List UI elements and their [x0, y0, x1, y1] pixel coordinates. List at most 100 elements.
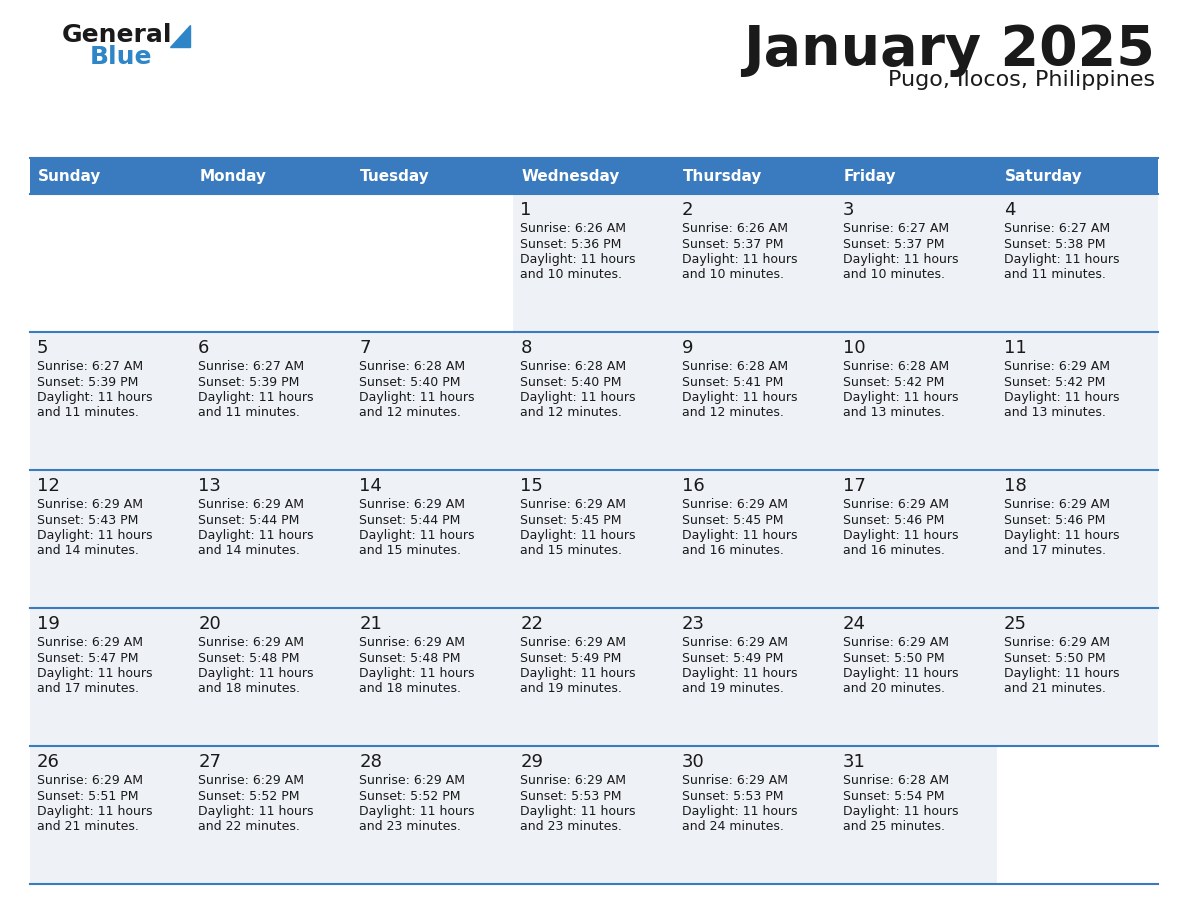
Text: Sunset: 5:48 PM: Sunset: 5:48 PM: [198, 652, 299, 665]
Text: and 15 minutes.: and 15 minutes.: [359, 544, 461, 557]
Text: Daylight: 11 hours: Daylight: 11 hours: [37, 667, 152, 680]
Text: Sunset: 5:47 PM: Sunset: 5:47 PM: [37, 652, 139, 665]
Text: Daylight: 11 hours: Daylight: 11 hours: [842, 391, 959, 404]
Text: Sunrise: 6:29 AM: Sunrise: 6:29 AM: [520, 636, 626, 649]
Text: Sunset: 5:39 PM: Sunset: 5:39 PM: [37, 375, 138, 388]
Text: and 10 minutes.: and 10 minutes.: [520, 268, 623, 282]
Text: Daylight: 11 hours: Daylight: 11 hours: [520, 391, 636, 404]
Text: Sunrise: 6:29 AM: Sunrise: 6:29 AM: [682, 498, 788, 511]
Bar: [675, 746, 835, 884]
Bar: [513, 332, 675, 470]
Text: Daylight: 11 hours: Daylight: 11 hours: [682, 805, 797, 818]
Text: Sunset: 5:48 PM: Sunset: 5:48 PM: [359, 652, 461, 665]
Bar: [997, 332, 1158, 470]
Bar: [675, 158, 835, 194]
Text: Sunset: 5:40 PM: Sunset: 5:40 PM: [520, 375, 623, 388]
Text: Sunrise: 6:29 AM: Sunrise: 6:29 AM: [359, 498, 466, 511]
Text: and 21 minutes.: and 21 minutes.: [1004, 682, 1106, 696]
Text: Daylight: 11 hours: Daylight: 11 hours: [198, 667, 314, 680]
Text: Daylight: 11 hours: Daylight: 11 hours: [359, 667, 475, 680]
Text: 29: 29: [520, 753, 543, 771]
Text: Sunset: 5:39 PM: Sunset: 5:39 PM: [198, 375, 299, 388]
Text: Daylight: 11 hours: Daylight: 11 hours: [37, 391, 152, 404]
Text: 20: 20: [198, 615, 221, 633]
Text: and 10 minutes.: and 10 minutes.: [842, 268, 944, 282]
Text: 22: 22: [520, 615, 543, 633]
Text: Daylight: 11 hours: Daylight: 11 hours: [1004, 529, 1119, 542]
Text: Daylight: 11 hours: Daylight: 11 hours: [1004, 391, 1119, 404]
Text: and 17 minutes.: and 17 minutes.: [37, 682, 139, 696]
Text: Sunrise: 6:29 AM: Sunrise: 6:29 AM: [37, 636, 143, 649]
Text: 8: 8: [520, 339, 532, 357]
Text: and 20 minutes.: and 20 minutes.: [842, 682, 944, 696]
Text: Sunset: 5:45 PM: Sunset: 5:45 PM: [682, 513, 783, 527]
Text: Sunset: 5:37 PM: Sunset: 5:37 PM: [842, 238, 944, 251]
Text: Sunset: 5:50 PM: Sunset: 5:50 PM: [842, 652, 944, 665]
Text: Daylight: 11 hours: Daylight: 11 hours: [198, 529, 314, 542]
Bar: [30, 608, 191, 746]
Bar: [191, 332, 353, 470]
Bar: [835, 158, 997, 194]
Text: and 22 minutes.: and 22 minutes.: [198, 821, 301, 834]
Text: and 13 minutes.: and 13 minutes.: [1004, 407, 1106, 420]
Bar: [353, 332, 513, 470]
Text: Sunset: 5:49 PM: Sunset: 5:49 PM: [520, 652, 621, 665]
Text: and 16 minutes.: and 16 minutes.: [682, 544, 783, 557]
Text: Daylight: 11 hours: Daylight: 11 hours: [198, 805, 314, 818]
Text: 18: 18: [1004, 477, 1026, 495]
Text: Sunset: 5:52 PM: Sunset: 5:52 PM: [198, 789, 299, 802]
Text: Sunrise: 6:29 AM: Sunrise: 6:29 AM: [198, 636, 304, 649]
Text: and 14 minutes.: and 14 minutes.: [37, 544, 139, 557]
Text: Sunrise: 6:28 AM: Sunrise: 6:28 AM: [842, 360, 949, 373]
Text: Daylight: 11 hours: Daylight: 11 hours: [359, 529, 475, 542]
Text: General: General: [62, 23, 172, 47]
Bar: [675, 194, 835, 332]
Bar: [513, 470, 675, 608]
Bar: [997, 194, 1158, 332]
Text: Sunrise: 6:29 AM: Sunrise: 6:29 AM: [842, 498, 949, 511]
Text: and 13 minutes.: and 13 minutes.: [842, 407, 944, 420]
Text: Sunrise: 6:26 AM: Sunrise: 6:26 AM: [682, 222, 788, 235]
Text: Sunrise: 6:29 AM: Sunrise: 6:29 AM: [1004, 498, 1110, 511]
Text: Sunset: 5:41 PM: Sunset: 5:41 PM: [682, 375, 783, 388]
Text: Sunrise: 6:29 AM: Sunrise: 6:29 AM: [682, 774, 788, 787]
Text: Sunrise: 6:26 AM: Sunrise: 6:26 AM: [520, 222, 626, 235]
Text: 11: 11: [1004, 339, 1026, 357]
Bar: [191, 746, 353, 884]
Bar: [997, 158, 1158, 194]
Text: Sunset: 5:44 PM: Sunset: 5:44 PM: [359, 513, 461, 527]
Text: 25: 25: [1004, 615, 1026, 633]
Text: Sunset: 5:52 PM: Sunset: 5:52 PM: [359, 789, 461, 802]
Bar: [30, 194, 191, 332]
Bar: [353, 746, 513, 884]
Text: and 16 minutes.: and 16 minutes.: [842, 544, 944, 557]
Bar: [353, 470, 513, 608]
Text: Daylight: 11 hours: Daylight: 11 hours: [842, 667, 959, 680]
Text: and 15 minutes.: and 15 minutes.: [520, 544, 623, 557]
Text: Monday: Monday: [200, 169, 266, 184]
Text: Sunset: 5:44 PM: Sunset: 5:44 PM: [198, 513, 299, 527]
Bar: [353, 608, 513, 746]
Text: Daylight: 11 hours: Daylight: 11 hours: [1004, 667, 1119, 680]
Text: and 14 minutes.: and 14 minutes.: [198, 544, 301, 557]
Bar: [997, 746, 1158, 884]
Bar: [997, 470, 1158, 608]
Text: 16: 16: [682, 477, 704, 495]
Text: Wednesday: Wednesday: [522, 169, 620, 184]
Text: 14: 14: [359, 477, 383, 495]
Text: Sunset: 5:37 PM: Sunset: 5:37 PM: [682, 238, 783, 251]
Bar: [353, 158, 513, 194]
Bar: [191, 608, 353, 746]
Text: Daylight: 11 hours: Daylight: 11 hours: [842, 805, 959, 818]
Bar: [513, 158, 675, 194]
Text: 10: 10: [842, 339, 865, 357]
Text: 30: 30: [682, 753, 704, 771]
Text: and 12 minutes.: and 12 minutes.: [359, 407, 461, 420]
Text: Sunrise: 6:29 AM: Sunrise: 6:29 AM: [198, 774, 304, 787]
Text: and 12 minutes.: and 12 minutes.: [682, 407, 783, 420]
Text: Sunrise: 6:29 AM: Sunrise: 6:29 AM: [842, 636, 949, 649]
Text: Daylight: 11 hours: Daylight: 11 hours: [37, 529, 152, 542]
Text: Sunrise: 6:27 AM: Sunrise: 6:27 AM: [37, 360, 143, 373]
Bar: [30, 746, 191, 884]
Text: 28: 28: [359, 753, 383, 771]
